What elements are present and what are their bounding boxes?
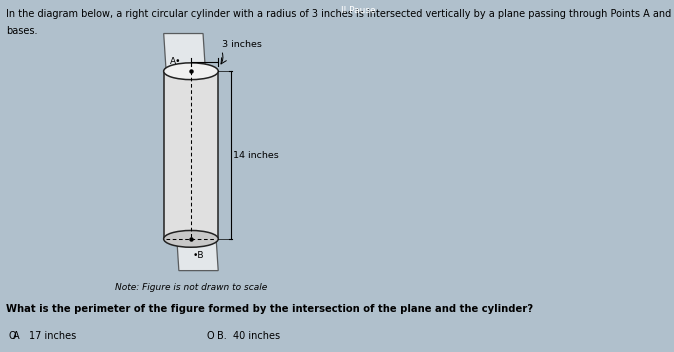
Ellipse shape — [164, 231, 218, 247]
Polygon shape — [164, 71, 218, 239]
Text: In the diagram below, a right circular cylinder with a radius of 3 inches is int: In the diagram below, a right circular c… — [6, 9, 674, 19]
Text: II Pause: II Pause — [342, 6, 376, 15]
Text: A•: A• — [170, 57, 181, 66]
Polygon shape — [164, 33, 218, 271]
Text: What is the perimeter of the figure formed by the intersection of the plane and : What is the perimeter of the figure form… — [6, 304, 533, 314]
Text: O: O — [8, 331, 16, 341]
Text: bases.: bases. — [6, 26, 37, 36]
Text: B.  40 inches: B. 40 inches — [218, 331, 280, 341]
Text: 14 inches: 14 inches — [233, 151, 279, 159]
Text: O: O — [206, 331, 214, 341]
Text: Note: Figure is not drawn to scale: Note: Figure is not drawn to scale — [115, 283, 267, 291]
Ellipse shape — [164, 63, 218, 80]
Text: A   17 inches: A 17 inches — [13, 331, 76, 341]
Text: 3 inches: 3 inches — [222, 40, 262, 49]
Text: •B: •B — [193, 251, 204, 259]
